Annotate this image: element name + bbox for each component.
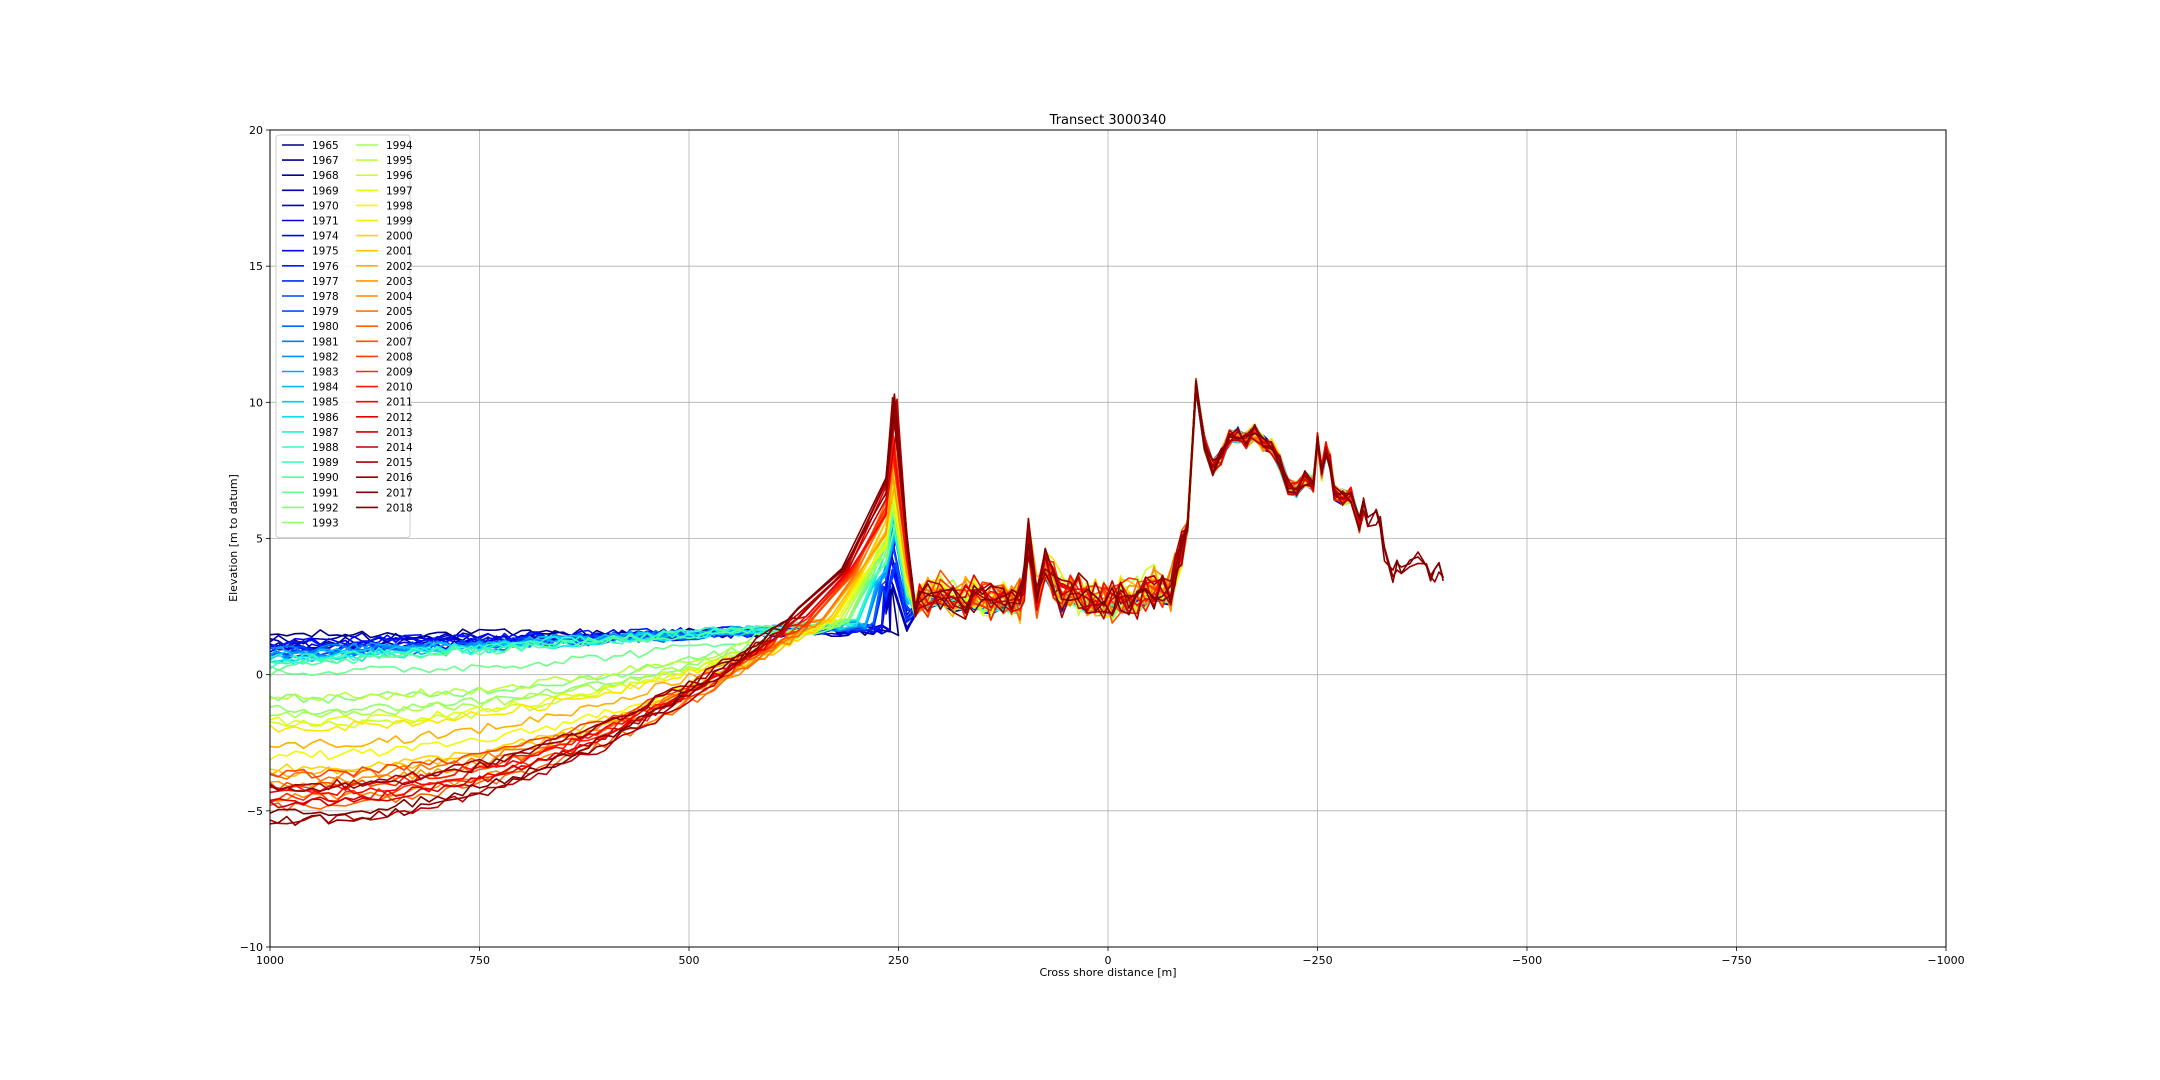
legend-label: 2004: [386, 291, 413, 303]
legend-label: 1977: [312, 276, 339, 288]
x-tick-label: −250: [1302, 954, 1332, 967]
legend-label: 2011: [386, 397, 413, 409]
x-tick-label: 1000: [256, 954, 284, 967]
legend-label: 2000: [386, 231, 413, 243]
series-line-2007: [270, 379, 1365, 791]
legend-label: 1992: [312, 502, 339, 514]
y-tick-label: 0: [256, 669, 263, 682]
x-axis-label: Cross shore distance [m]: [1039, 966, 1176, 979]
series-line-1999: [270, 381, 1365, 733]
legend-label: 1990: [312, 472, 339, 484]
y-tick-label: 5: [256, 533, 263, 546]
y-tick-label: −10: [240, 941, 263, 954]
legend-label: 2018: [386, 502, 413, 514]
x-tick-label: −500: [1512, 954, 1542, 967]
series-line-2003: [270, 387, 1365, 788]
legend-label: 1986: [312, 412, 339, 424]
y-tick-label: −5: [247, 805, 263, 818]
x-tick-label: 500: [679, 954, 700, 967]
legend-label: 1979: [312, 306, 339, 318]
series-line-1979: [270, 385, 1365, 660]
legend-label: 1987: [312, 427, 339, 439]
series-line-2001: [270, 387, 1365, 778]
legend-label: 1967: [312, 155, 339, 167]
series-line-2010: [270, 385, 1365, 794]
series-line-1974: [270, 383, 1365, 653]
series-line-1992: [270, 386, 1365, 704]
legend-label: 2006: [386, 321, 413, 333]
legend-label: 1988: [312, 442, 339, 454]
series-line-1997: [270, 381, 1365, 726]
data-series: [270, 377, 1444, 826]
legend-label: 1980: [312, 321, 339, 333]
legend-label: 1970: [312, 200, 339, 212]
grid-lines: [270, 130, 1946, 947]
legend-label: 2007: [386, 336, 413, 348]
x-tick-label: 750: [469, 954, 490, 967]
legend-label: 1968: [312, 170, 339, 182]
series-line-2008: [270, 383, 1365, 779]
series-line-2015: [270, 380, 1365, 791]
legend-label: 2002: [386, 261, 413, 273]
series-line-1965: [270, 388, 1365, 639]
series-line-1969: [270, 390, 1365, 651]
series-line-1983: [270, 387, 1365, 657]
series-line-1994: [270, 384, 1365, 719]
legend-label: 1974: [312, 231, 339, 243]
legend-label: 1995: [386, 155, 413, 167]
series-line-2013: [270, 382, 1365, 809]
y-axis-label: Elevation [m to datum]: [227, 474, 240, 602]
legend-label: 2005: [386, 306, 413, 318]
legend-label: 2013: [386, 427, 413, 439]
legend-label: 1983: [312, 367, 339, 379]
legend-label: 2008: [386, 351, 413, 363]
series-line-2018: [270, 380, 1444, 817]
legend-label: 2001: [386, 246, 413, 258]
legend-label: 2015: [386, 457, 413, 469]
legend-label: 1965: [312, 140, 339, 152]
y-tick-label: 10: [249, 396, 263, 409]
series-line-2017: [270, 389, 1444, 826]
x-tick-label: 0: [1105, 954, 1112, 967]
y-tick-label: 20: [249, 124, 263, 137]
legend-label: 1999: [386, 216, 413, 228]
series-line-1982: [270, 389, 1365, 659]
legend-label: 1975: [312, 246, 339, 258]
legend-label: 1984: [312, 382, 339, 394]
legend-label: 2003: [386, 276, 413, 288]
series-line-2011: [270, 387, 1365, 796]
x-tick-label: −1000: [1927, 954, 1964, 967]
legend-label: 1976: [312, 261, 339, 273]
x-tick-label: 250: [888, 954, 909, 967]
legend-label: 2017: [386, 487, 413, 499]
legend-label: 1982: [312, 351, 339, 363]
legend-label: 1998: [386, 200, 413, 212]
chart-title: Transect 3000340: [1049, 113, 1167, 128]
legend-label: 1981: [312, 336, 339, 348]
y-tick-label: 15: [249, 260, 263, 273]
series-line-1996: [270, 387, 1365, 729]
series-line-1985: [270, 386, 1365, 661]
legend-label: 1991: [312, 487, 339, 499]
legend-label: 1997: [386, 185, 413, 197]
legend-label: 1996: [386, 170, 413, 182]
series-line-1977: [270, 386, 1365, 657]
legend-label: 2014: [386, 442, 413, 454]
legend-label: 1989: [312, 457, 339, 469]
legend-label: 2012: [386, 412, 413, 424]
axis-ticks: 1000 750 500 250 0 −250 −500 −750 −1000 −10 −5 0 5 10…: [240, 124, 1965, 967]
legend: 1965 1967 1968 1969 1970 1971 1974 1975 1976 1977…: [275, 134, 413, 539]
x-tick-label: −750: [1721, 954, 1751, 967]
legend-label: 1994: [386, 140, 413, 152]
legend-label: 1985: [312, 397, 339, 409]
legend-label: 2010: [386, 382, 413, 394]
legend-label: 2009: [386, 367, 413, 379]
series-line-1993: [270, 377, 1365, 716]
legend-label: 1993: [312, 518, 339, 530]
legend-label: 1978: [312, 291, 339, 303]
legend-label: 1969: [312, 185, 339, 197]
legend-label: 1971: [312, 216, 339, 228]
legend-label: 2016: [386, 472, 413, 484]
